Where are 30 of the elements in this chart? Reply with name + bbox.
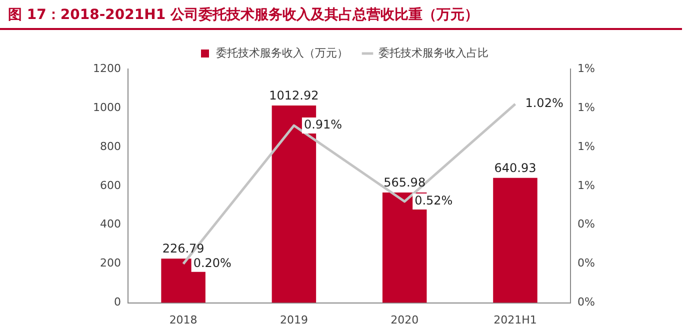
y-tick-label: 0: [114, 296, 121, 309]
y-tick-label: 1000: [92, 100, 121, 114]
y-tick-label: 200: [100, 256, 121, 270]
data-label: 226.79: [162, 242, 204, 256]
y-tick-label: 600: [100, 178, 121, 192]
chart-title: 图 17：2018-2021H1 公司委托技术服务收入及其占总营收比重（万元）: [0, 0, 682, 30]
y2-tick-label: 1%: [578, 62, 595, 75]
data-label: 640.93: [494, 161, 536, 176]
y2-tick-label: 1%: [578, 100, 595, 114]
x-tick-label: 2020: [390, 313, 419, 326]
data-label: 0.20%: [193, 256, 232, 270]
y-tick-label: 400: [100, 218, 121, 231]
y-tick-label: 1200: [92, 62, 121, 75]
data-label: 1.02%: [525, 96, 564, 110]
y-tick-label: 800: [100, 140, 121, 153]
data-label: 565.98: [384, 176, 426, 190]
y2-tick-label: 1%: [578, 140, 595, 153]
data-label: 1012.92: [269, 88, 319, 103]
y2-tick-label: 0%: [578, 256, 595, 270]
x-tick-label: 2021H1: [494, 313, 537, 326]
y2-tick-label: 1%: [578, 178, 595, 192]
data-label: 0.52%: [414, 194, 453, 208]
x-tick-label: 2018: [169, 313, 198, 326]
legend-label: 委托技术服务收入（万元）: [216, 46, 348, 60]
y2-tick-label: 0%: [578, 218, 595, 231]
x-tick-label: 2019: [280, 313, 308, 326]
data-label: 0.91%: [304, 118, 342, 132]
legend-label: 委托技术服务收入占比: [378, 46, 488, 60]
y2-tick-label: 0%: [578, 296, 595, 309]
bar: [493, 178, 538, 303]
